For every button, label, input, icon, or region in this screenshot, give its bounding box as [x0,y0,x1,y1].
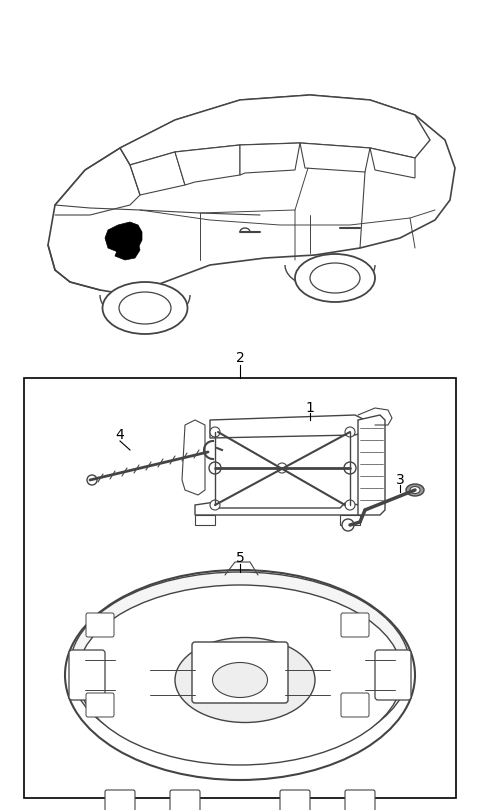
FancyBboxPatch shape [170,790,200,810]
Circle shape [342,519,354,531]
Polygon shape [120,95,430,165]
Polygon shape [300,143,370,172]
FancyBboxPatch shape [105,790,135,810]
Polygon shape [195,502,360,515]
Circle shape [210,427,220,437]
FancyBboxPatch shape [86,693,114,717]
FancyBboxPatch shape [341,693,369,717]
FancyBboxPatch shape [280,790,310,810]
Bar [24,378,456,798]
Ellipse shape [70,572,410,762]
Polygon shape [195,515,215,525]
Polygon shape [370,148,415,178]
Circle shape [209,462,221,474]
Circle shape [277,463,287,473]
Polygon shape [210,415,365,438]
Circle shape [345,500,355,510]
FancyBboxPatch shape [69,650,105,700]
Polygon shape [115,240,140,260]
Ellipse shape [175,637,315,723]
Polygon shape [105,222,142,253]
Text: 5: 5 [236,551,244,565]
Ellipse shape [119,292,171,324]
Polygon shape [175,145,240,185]
Text: 3: 3 [396,473,404,487]
Text: 1: 1 [306,401,314,415]
FancyBboxPatch shape [341,613,369,637]
Polygon shape [48,95,455,295]
Circle shape [87,475,97,485]
Circle shape [345,427,355,437]
Polygon shape [340,515,360,525]
Polygon shape [358,415,385,515]
FancyBboxPatch shape [345,790,375,810]
FancyBboxPatch shape [375,650,411,700]
Ellipse shape [406,484,424,496]
Polygon shape [182,420,205,495]
Circle shape [210,500,220,510]
Circle shape [344,462,356,474]
FancyBboxPatch shape [192,642,288,703]
FancyBboxPatch shape [86,613,114,637]
Text: 2: 2 [236,351,244,365]
Ellipse shape [103,282,188,334]
Polygon shape [240,143,300,175]
Text: 4: 4 [116,428,124,442]
Ellipse shape [410,487,420,493]
Ellipse shape [295,254,375,302]
Ellipse shape [77,585,403,765]
Polygon shape [130,152,185,195]
Ellipse shape [65,570,415,780]
Ellipse shape [310,263,360,293]
Ellipse shape [213,663,267,697]
